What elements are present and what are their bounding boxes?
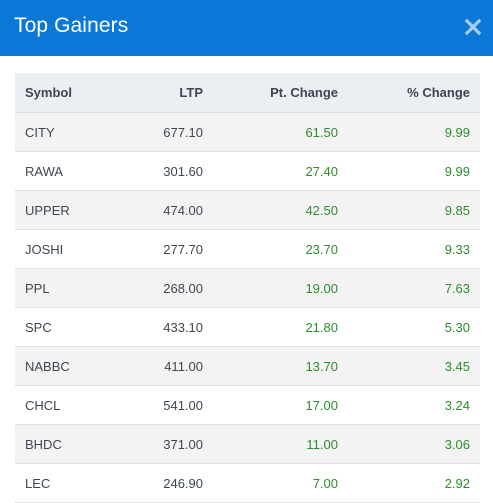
pt-change-cell: 23.70 bbox=[203, 229, 338, 269]
gainers-table-container: Symbol LTP Pt. Change % Change CITY 677.1… bbox=[15, 73, 480, 503]
ltp-cell: 433.10 bbox=[105, 307, 203, 347]
pt-change-cell: 42.50 bbox=[203, 190, 338, 230]
pt-change-cell: 21.80 bbox=[203, 307, 338, 347]
pct-change-cell: 3.45 bbox=[338, 346, 480, 386]
close-icon bbox=[464, 18, 482, 36]
column-header-pct-change[interactable]: % Change bbox=[338, 73, 480, 113]
ltp-cell: 677.10 bbox=[105, 112, 203, 152]
pct-change-cell: 3.24 bbox=[338, 385, 480, 425]
pct-change-cell: 9.85 bbox=[338, 190, 480, 230]
column-header-pt-change[interactable]: Pt. Change bbox=[203, 73, 338, 113]
symbol-cell[interactable]: JOSHI bbox=[15, 229, 105, 269]
pt-change-cell: 19.00 bbox=[203, 268, 338, 308]
pt-change-cell: 11.00 bbox=[203, 424, 338, 464]
ltp-cell: 474.00 bbox=[105, 190, 203, 230]
ltp-cell: 371.00 bbox=[105, 424, 203, 464]
modal-header: Top Gainers bbox=[0, 0, 493, 56]
symbol-cell[interactable]: BHDC bbox=[15, 424, 105, 464]
table-row[interactable]: NABBC 411.00 13.70 3.45 bbox=[15, 346, 480, 386]
table-row[interactable]: RAWA 301.60 27.40 9.99 bbox=[15, 151, 480, 191]
pt-change-cell: 7.00 bbox=[203, 463, 338, 503]
pt-change-cell: 17.00 bbox=[203, 385, 338, 425]
modal-title: Top Gainers bbox=[14, 14, 129, 37]
symbol-cell[interactable]: UPPER bbox=[15, 190, 105, 230]
table-row[interactable]: LEC 246.90 7.00 2.92 bbox=[15, 463, 480, 503]
ltp-cell: 301.60 bbox=[105, 151, 203, 191]
ltp-cell: 268.00 bbox=[105, 268, 203, 308]
column-header-ltp[interactable]: LTP bbox=[105, 73, 203, 113]
table-header-row: Symbol LTP Pt. Change % Change bbox=[15, 73, 480, 113]
pct-change-cell: 5.30 bbox=[338, 307, 480, 347]
column-header-symbol[interactable]: Symbol bbox=[15, 73, 105, 113]
pct-change-cell: 7.63 bbox=[338, 268, 480, 308]
ltp-cell: 246.90 bbox=[105, 463, 203, 503]
ltp-cell: 411.00 bbox=[105, 346, 203, 386]
table-row[interactable]: PPL 268.00 19.00 7.63 bbox=[15, 268, 480, 308]
pct-change-cell: 3.06 bbox=[338, 424, 480, 464]
table-row[interactable]: CHCL 541.00 17.00 3.24 bbox=[15, 385, 480, 425]
table-body: CITY 677.10 61.50 9.99 RAWA 301.60 27.40 9.99 UP… bbox=[15, 112, 480, 503]
pt-change-cell: 27.40 bbox=[203, 151, 338, 191]
table-row[interactable]: UPPER 474.00 42.50 9.85 bbox=[15, 190, 480, 230]
pct-change-cell: 9.99 bbox=[338, 112, 480, 152]
pt-change-cell: 61.50 bbox=[203, 112, 338, 152]
table-row[interactable]: JOSHI 277.70 23.70 9.33 bbox=[15, 229, 480, 269]
pt-change-cell: 13.70 bbox=[203, 346, 338, 386]
close-button[interactable] bbox=[463, 16, 483, 38]
pct-change-cell: 9.99 bbox=[338, 151, 480, 191]
ltp-cell: 277.70 bbox=[105, 229, 203, 269]
pct-change-cell: 9.33 bbox=[338, 229, 480, 269]
pct-change-cell: 2.92 bbox=[338, 463, 480, 503]
symbol-cell[interactable]: SPC bbox=[15, 307, 105, 347]
symbol-cell[interactable]: NABBC bbox=[15, 346, 105, 386]
symbol-cell[interactable]: CHCL bbox=[15, 385, 105, 425]
table-row[interactable]: BHDC 371.00 11.00 3.06 bbox=[15, 424, 480, 464]
symbol-cell[interactable]: CITY bbox=[15, 112, 105, 152]
symbol-cell[interactable]: RAWA bbox=[15, 151, 105, 191]
symbol-cell[interactable]: PPL bbox=[15, 268, 105, 308]
table-row[interactable]: SPC 433.10 21.80 5.30 bbox=[15, 307, 480, 347]
table-row[interactable]: CITY 677.10 61.50 9.99 bbox=[15, 112, 480, 152]
gainers-table: Symbol LTP Pt. Change % Change CITY 677.1… bbox=[15, 73, 480, 503]
symbol-cell[interactable]: LEC bbox=[15, 463, 105, 503]
ltp-cell: 541.00 bbox=[105, 385, 203, 425]
